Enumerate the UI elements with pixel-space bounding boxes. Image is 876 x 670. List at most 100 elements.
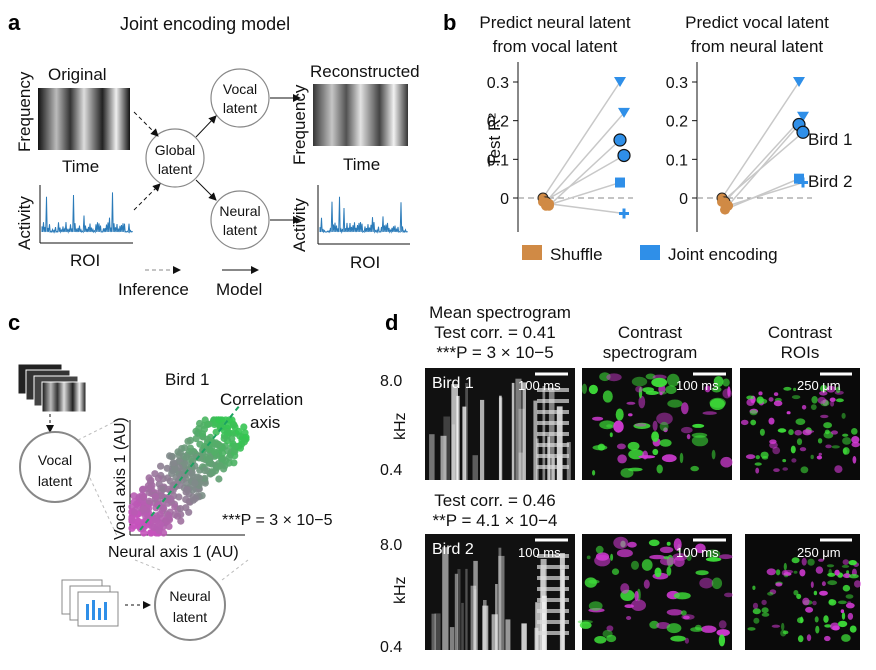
contrast-blob	[827, 572, 836, 577]
right-chart-ytick-label: 0	[679, 191, 688, 208]
spectrogram-band	[521, 623, 527, 650]
col3-header-line1: Contrast	[768, 323, 833, 342]
left-chart-joint-point	[618, 107, 630, 118]
col2-header-line1: Contrast	[618, 323, 683, 342]
contrast-blob	[720, 456, 733, 468]
spectrogram-band	[547, 436, 550, 480]
contrast-blob	[670, 635, 686, 642]
contrast-blob	[837, 600, 847, 605]
scatter-dot	[189, 496, 197, 504]
spectrogram-band	[462, 406, 467, 480]
contrast-blob	[799, 569, 806, 577]
right-chart-joint-point	[798, 177, 808, 188]
scatter-dot	[140, 505, 148, 513]
contrast-blob	[799, 447, 807, 452]
contrast-blob	[810, 581, 814, 588]
spectrogram-stack-icon	[17, 363, 87, 413]
scatter-dot	[198, 430, 207, 438]
scatter-dot	[181, 444, 189, 452]
left-chart-shuffle-point	[544, 198, 554, 209]
contrast-blob	[695, 570, 709, 576]
contrast-blob	[681, 426, 693, 434]
contrast-blob	[783, 562, 787, 571]
contrast-blob	[828, 568, 832, 576]
contrast-blobs-bird2	[577, 536, 733, 647]
contrast-blob	[586, 555, 591, 560]
vocal-latent-node-c	[19, 431, 91, 503]
panel-b-title-left-line2: from vocal latent	[493, 37, 618, 56]
contrast-blob	[705, 557, 722, 562]
contrast-blob	[824, 429, 830, 435]
contrast-blob	[766, 568, 776, 576]
neural-stack-icon	[61, 579, 119, 627]
spectrogram-band	[434, 613, 441, 650]
spectrogram-band	[442, 547, 449, 650]
contrast-blob	[847, 612, 854, 620]
scatter-dot	[231, 452, 239, 460]
legend-shuffle-swatch	[522, 245, 542, 260]
contrast-blob	[775, 582, 783, 587]
spectrogram-band	[515, 378, 522, 480]
contrast-blob	[634, 423, 647, 427]
contrast-blob	[746, 395, 754, 400]
scatter-dot	[175, 493, 183, 501]
spectrogram-band	[480, 399, 485, 480]
bird1-label-d: Bird 1	[432, 375, 474, 392]
contrast-blob	[616, 549, 633, 558]
contrast-blob	[780, 629, 787, 637]
contrast-blob	[843, 447, 847, 455]
neural-latent-line2: latent	[223, 222, 257, 238]
spectrogram-band	[449, 627, 455, 650]
contrast-blob	[711, 386, 722, 393]
contrast-blob	[659, 392, 663, 396]
contrast-blob	[834, 569, 840, 576]
contrast-blob	[642, 450, 648, 460]
contrast-blob	[626, 616, 632, 620]
contrast-blob	[588, 384, 599, 395]
panel-a-title: Joint encoding model	[120, 14, 290, 34]
scatter-dot	[191, 479, 199, 487]
contrast-blob	[791, 557, 800, 564]
harmonic-stack	[537, 421, 569, 425]
spectrogram-band	[491, 614, 498, 650]
spectrogram-band	[535, 602, 541, 650]
panel-letter-b: b	[443, 10, 456, 35]
contrast-blob	[758, 391, 763, 396]
contrast-blob	[842, 584, 851, 592]
scatter-dot	[177, 517, 185, 525]
row2-header-line1: Test corr. = 0.46	[434, 491, 555, 510]
left-chart-pair-line	[545, 112, 625, 203]
scatter-dot	[218, 449, 227, 457]
contrast-blob	[700, 625, 717, 633]
contrast-blob	[613, 536, 629, 549]
spectrogram-band	[457, 569, 461, 650]
panel-letter-d: d	[385, 310, 398, 335]
contrast-blob	[606, 373, 622, 382]
contrast-blob	[747, 627, 756, 631]
contrast-blob	[634, 590, 639, 602]
scatter-dot	[151, 470, 159, 478]
scatter-dot	[240, 438, 248, 446]
spectrogram-bands-bird2	[431, 547, 569, 650]
left-chart-joint-point	[613, 133, 627, 147]
contrast-blob	[846, 570, 850, 574]
scatter-dot	[159, 485, 167, 493]
scatter-plot-c	[128, 404, 250, 537]
activity-trace-left	[39, 185, 133, 244]
scatter-dot	[157, 462, 165, 470]
contrast-blob	[841, 634, 851, 642]
harmonic-stack	[537, 598, 569, 602]
contrast-blob	[718, 634, 726, 647]
contrast-blob	[616, 443, 626, 450]
contrast-blob	[615, 408, 624, 421]
harmonic-stack	[537, 465, 569, 469]
contrast-blob	[842, 573, 851, 579]
spectrogram-band	[451, 424, 455, 480]
contrast-blob	[773, 468, 780, 472]
contrast-blob	[660, 556, 676, 566]
contrast-blob	[768, 397, 774, 402]
scatter-dot	[139, 524, 147, 532]
left-chart-joint-point	[619, 208, 629, 219]
contrast-blob	[797, 617, 804, 624]
vocal-latent-c-line1: Vocal	[38, 452, 72, 468]
